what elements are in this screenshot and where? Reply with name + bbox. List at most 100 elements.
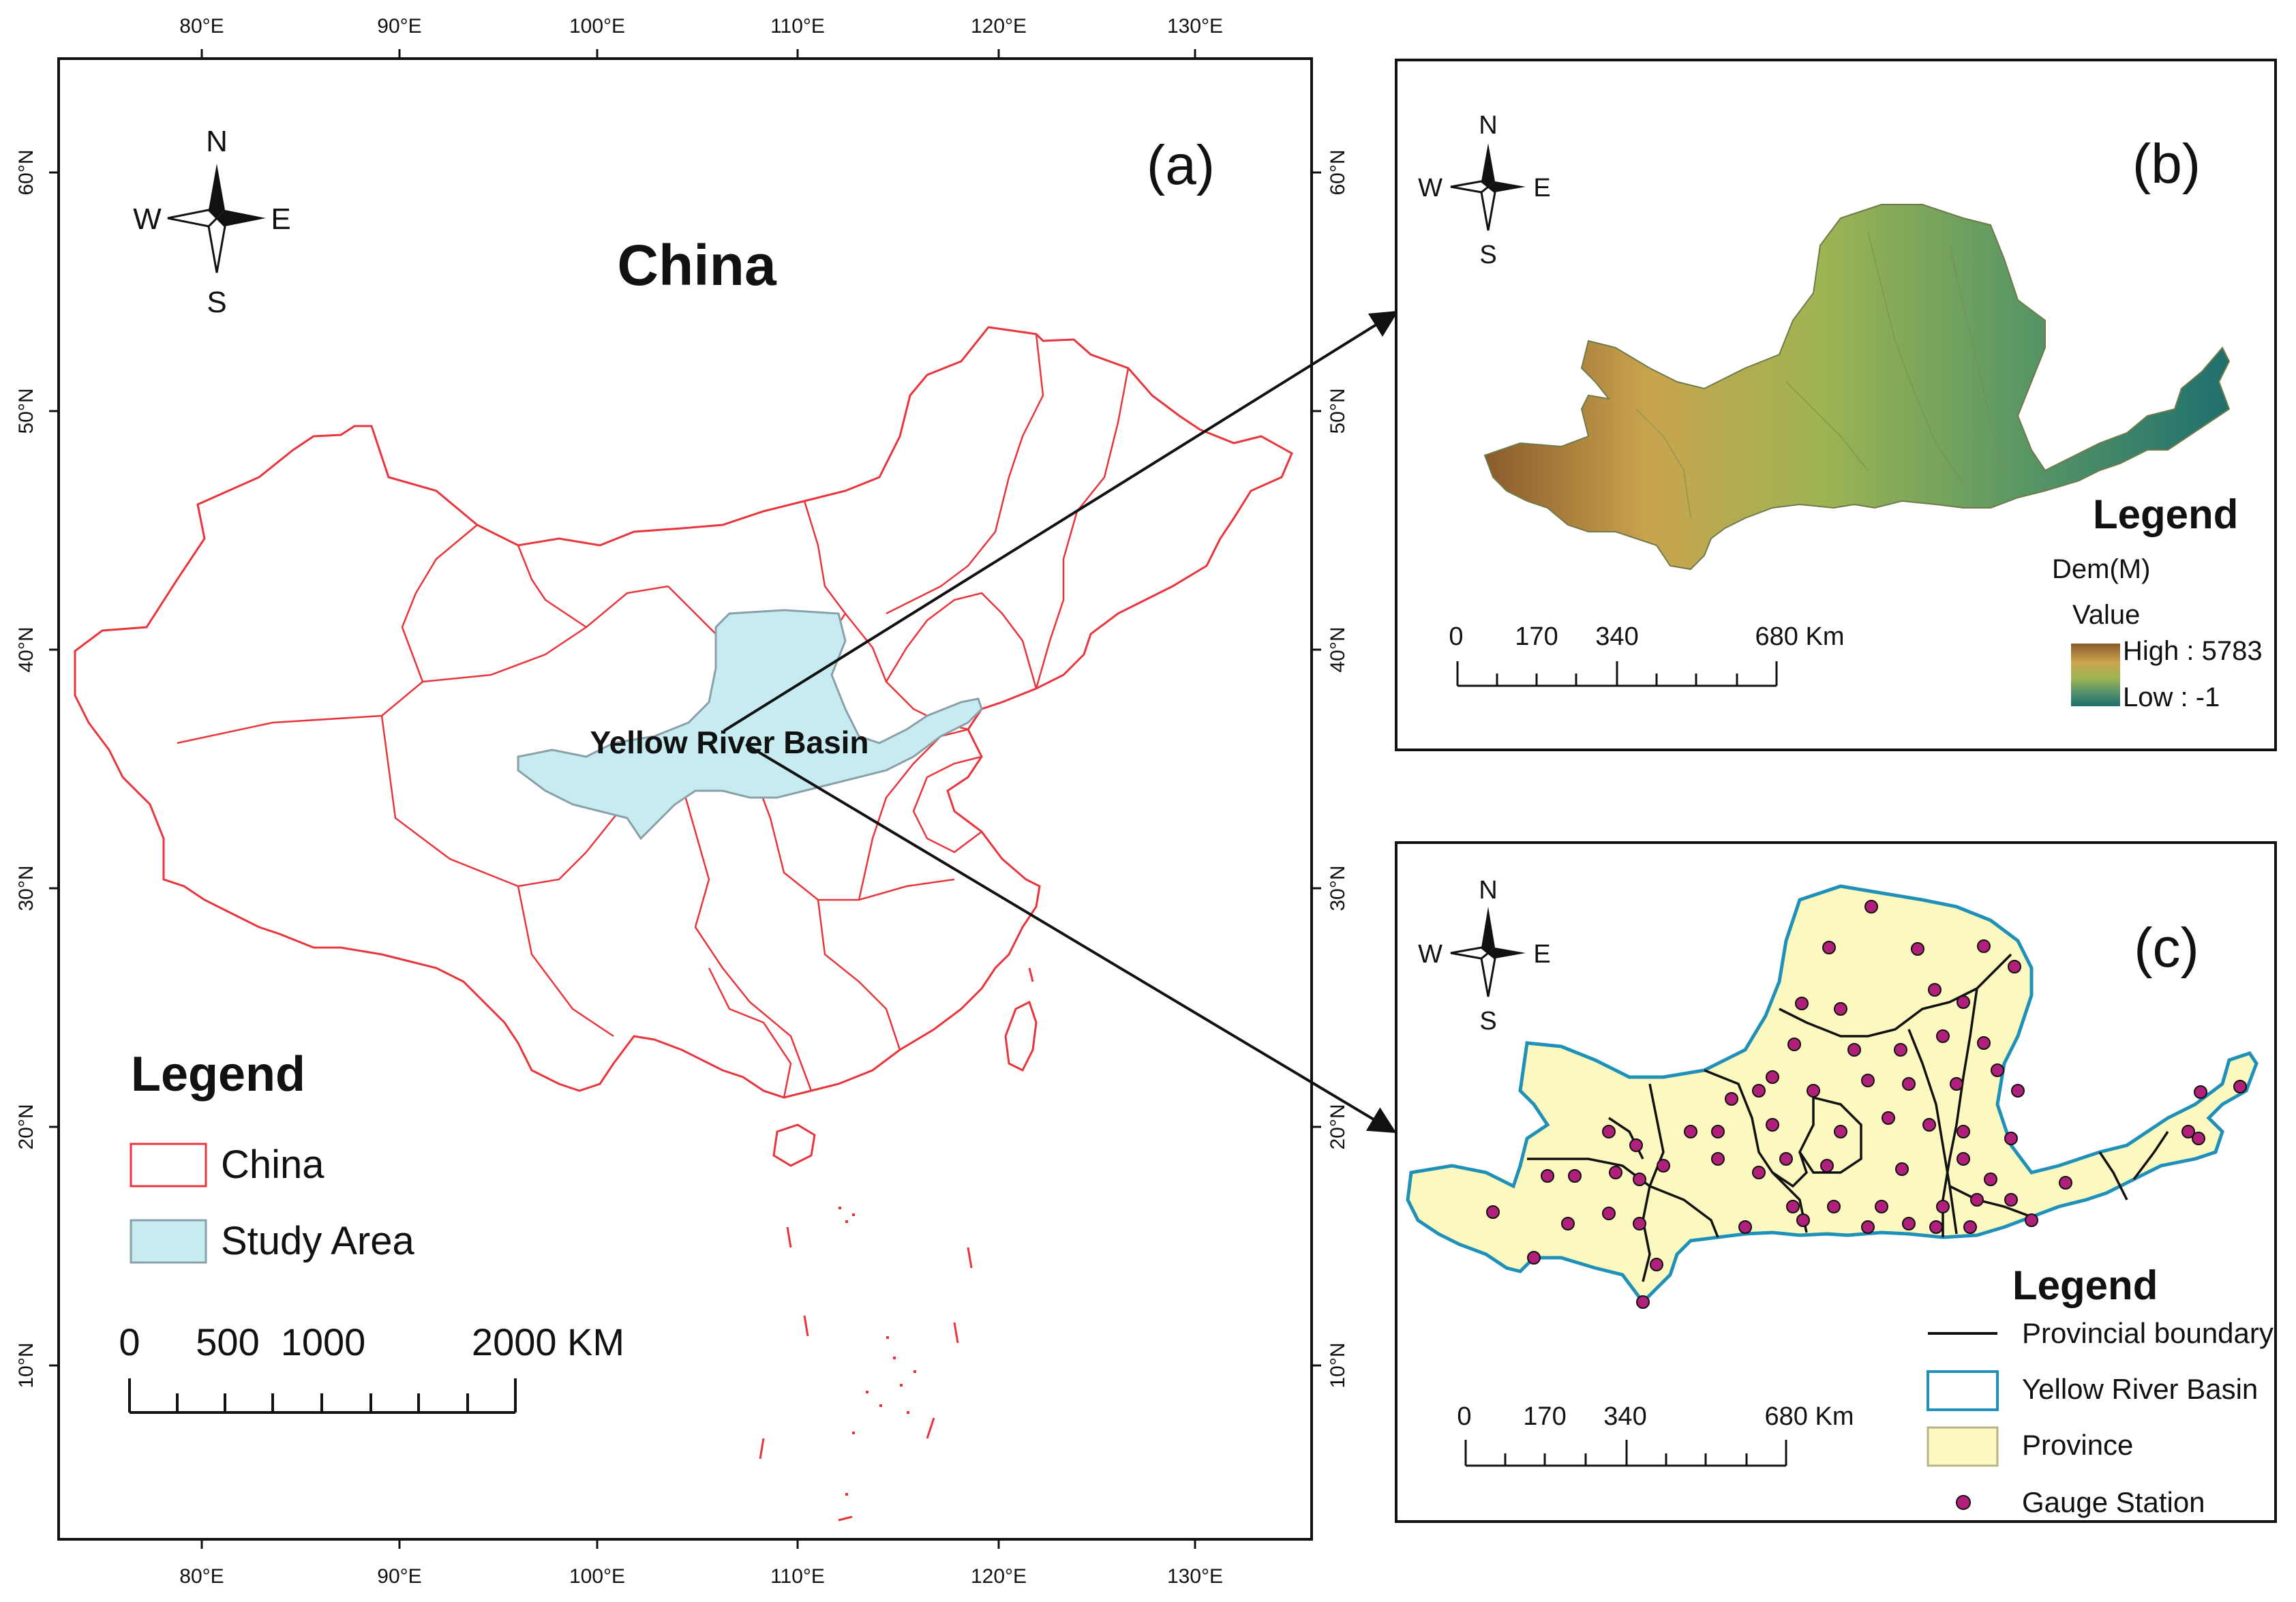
tick-right-2: 50°N [1327,388,1349,434]
gauge-station [1991,1063,2004,1077]
taiwan-island [1004,1000,1038,1072]
hainan-island [772,1123,816,1167]
panel-a-tickmarks [49,49,1321,1549]
gauge-station [1486,1205,1500,1219]
gauge-station [1568,1169,1582,1183]
basin-map-label: Yellow River Basin [590,725,868,760]
dem-texture [1635,231,2005,519]
gauge-station [1957,1125,1970,1138]
panel-c-label: (c) [2134,917,2199,979]
legend-b-field: Dem(M) [2052,554,2150,584]
gauge-station [1633,1217,1646,1230]
gauge-station [1711,1125,1725,1138]
svg-text:N: N [1479,876,1497,905]
gauge-station [1977,939,1991,953]
svg-text:W: W [1418,940,1442,969]
panel-c-scale-bar: 0 170 340 680 Km [1457,1402,1854,1467]
legend-c-swatch-gauge-station [1956,1495,1971,1510]
gauge-station [1950,1077,1963,1091]
svg-text:E: E [1533,940,1550,969]
legend-b-high: High : 5783 [2123,636,2263,666]
gauge-station [1911,942,1924,956]
gauge-station [1822,941,1836,954]
gauge-station [1752,1166,1766,1179]
tick-right-1: 60°N [1327,149,1349,195]
gauge-station [1902,1077,1916,1091]
panel-b-legend: Legend Dem(M) Value High : 5783 Low : -1 [2052,492,2263,712]
svg-text:0: 0 [1457,1402,1471,1431]
legend-c-label-provincial-boundary: Provincial boundary [2022,1317,2274,1349]
gauge-station [2025,1213,2038,1227]
panel-a-title: China [617,233,777,297]
panel-a: 80°E 90°E 100°E 110°E 120°E 130°E 80°E 9… [15,15,1399,1588]
gauge-station [1963,1220,1977,1234]
gauge-station [1929,1220,1943,1234]
legend-c-label-basin: Yellow River Basin [2022,1373,2258,1405]
gauge-station [1957,1152,1970,1166]
gauge-station [1636,1295,1650,1309]
gauge-station [1834,1002,1847,1016]
tick-top-1: 80°E [179,15,224,37]
svg-text:S: S [1479,1007,1496,1036]
tick-top-4: 110°E [770,15,825,37]
tick-right-3: 40°N [1327,626,1349,672]
gauge-station [1602,1207,1616,1220]
gauge-station [1807,1084,1820,1098]
gauge-station [1786,1200,1800,1213]
compass-b-icon: N S W E [1418,111,1551,269]
gauge-stations [1486,900,2247,1309]
gauge-station [1629,1138,1643,1152]
tick-bottom-4: 110°E [770,1565,825,1588]
tick-top-6: 130°E [1167,15,1223,37]
gauge-station [1738,1220,1752,1234]
china-province-boundaries [177,333,1130,1098]
svg-text:W: W [133,202,162,236]
tick-bottom-1: 80°E [179,1565,224,1588]
tick-left-4: 30°N [15,865,37,911]
gauge-station [1779,1152,1793,1166]
svg-text:2000 KM: 2000 KM [472,1320,624,1363]
gauge-station [1541,1169,1554,1183]
gauge-station [1861,1220,1875,1234]
gauge-station [1902,1217,1916,1230]
tick-bottom-6: 130°E [1167,1565,1223,1588]
legend-a-swatch-study-area [130,1219,207,1264]
gauge-station [1864,900,1878,913]
gauge-station [2008,960,2021,973]
gauge-station [1928,983,1942,997]
panel-b: (b) N S W E Legend Dem(M) Value High [1395,59,2277,751]
svg-text:0: 0 [1449,622,1463,651]
svg-text:340: 340 [1595,622,1638,651]
gauge-station [1561,1217,1575,1230]
china-outline [74,326,1293,1099]
gauge-station [1766,1118,1779,1132]
gauge-station [2004,1132,2018,1145]
gauge-station [1820,1159,1834,1173]
gauge-station [2059,1176,2072,1190]
compass-a-icon: N S W E [133,125,290,319]
gauge-station [1766,1070,1779,1084]
svg-text:170: 170 [1523,1402,1566,1431]
tick-right-5: 20°N [1327,1104,1349,1149]
panel-b-scale-bar: 0 170 340 680 Km [1449,622,1844,687]
gauge-station [1957,995,1970,1009]
panel-c-legend: Legend Provincial boundary Yellow River … [1927,1263,2274,1518]
gauge-station [1861,1074,1875,1087]
svg-text:N: N [206,125,228,158]
gauge-station [1827,1200,1841,1213]
panel-a-label: (a) [1147,134,1215,196]
svg-text:1000: 1000 [281,1320,366,1363]
tick-left-6: 10°N [15,1342,37,1388]
gauge-station [2194,1085,2207,1099]
svg-text:680 Km: 680 Km [1765,1402,1854,1431]
gauge-station [1650,1258,1663,1271]
legend-c-title: Legend [2012,1263,2158,1308]
tick-left-2: 50°N [15,388,37,434]
arrow-to-panel-c [744,743,1397,1134]
gauge-station [1977,1036,1991,1050]
svg-text:S: S [207,286,226,319]
gauge-station [1795,997,1809,1010]
legend-c-label-gauge-station: Gauge Station [2022,1486,2205,1518]
legend-b-low: Low : -1 [2123,682,2220,712]
